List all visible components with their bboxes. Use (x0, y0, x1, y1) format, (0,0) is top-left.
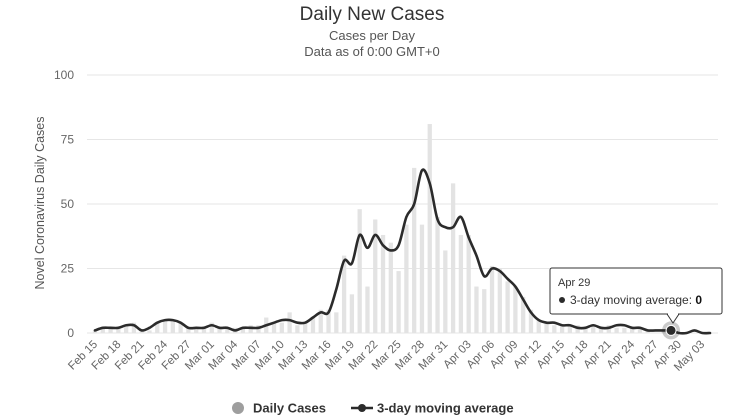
tooltip-box (549, 267, 723, 315)
bar-apr-16[interactable] (567, 325, 573, 333)
tooltip-pointer (666, 313, 680, 324)
bar-mar-29[interactable] (427, 124, 432, 334)
bar-mar-31[interactable] (443, 250, 448, 333)
tooltip-series-label: 3-day moving average: (570, 293, 695, 307)
bar-apr-13[interactable] (544, 322, 549, 333)
bar-feb-29[interactable] (201, 327, 207, 333)
bar-mar-05[interactable] (240, 327, 246, 333)
y-tick-label-1: 25 (61, 262, 75, 276)
bar-mar-26[interactable] (404, 224, 409, 333)
bar-apr-23[interactable] (622, 327, 627, 333)
bar-mar-13[interactable] (303, 322, 308, 333)
bar-mar-11[interactable] (287, 312, 292, 333)
bar-feb-28[interactable] (194, 327, 199, 333)
bar-mar-17[interactable] (334, 312, 339, 333)
bar-apr-03[interactable] (466, 234, 471, 333)
bar-mar-09[interactable] (271, 322, 277, 333)
bar-feb-22[interactable] (147, 330, 152, 333)
bar-feb-26[interactable] (178, 322, 183, 333)
bar-apr-09[interactable] (513, 286, 518, 333)
bar-mar-14[interactable] (310, 317, 316, 333)
bar-apr-07[interactable] (497, 268, 502, 334)
chart-title: Daily New Cases (300, 4, 445, 25)
bar-mar-01[interactable] (209, 322, 214, 333)
bar-mar-23[interactable] (380, 234, 386, 333)
bar-apr-05[interactable] (482, 289, 487, 333)
bar-apr-20[interactable] (598, 327, 604, 333)
y-axis-ticks: 0 25 50 75 100 (54, 68, 74, 340)
bar-mar-12[interactable] (295, 325, 300, 333)
bar-apr-11[interactable] (528, 309, 534, 333)
bar-mar-30[interactable] (435, 216, 440, 333)
bar-apr-19[interactable] (591, 325, 596, 333)
bar-mar-24[interactable] (388, 242, 393, 333)
bar-mar-25[interactable] (396, 271, 401, 333)
bar-apr-12[interactable] (536, 320, 541, 333)
bar-mar-19[interactable] (349, 294, 355, 333)
bar-apr-15[interactable] (559, 325, 565, 333)
bar-mar-15[interactable] (318, 309, 323, 333)
bar-mar-28[interactable] (419, 224, 425, 333)
y-axis-title: Novel Coronavirus Daily Cases (33, 117, 47, 290)
legend-moving-average-label[interactable]: 3-day moving average (377, 401, 514, 416)
bar-mar-22[interactable] (373, 219, 378, 333)
bar-mar-02[interactable] (217, 327, 222, 333)
y-tick-label-3: 75 (61, 133, 75, 147)
bar-apr-08[interactable] (505, 281, 510, 333)
legend-daily-cases-label[interactable]: Daily Cases (253, 401, 326, 416)
hover-point-marker[interactable] (665, 324, 677, 336)
moving-average-line[interactable] (93, 168, 712, 335)
bar-apr-22[interactable] (614, 327, 619, 333)
legend-daily-cases-icon[interactable] (232, 402, 244, 414)
bar-feb-27[interactable] (186, 327, 191, 333)
bar-apr-02[interactable] (458, 234, 464, 333)
chart-subtitle-line-1: Cases per Day (329, 28, 415, 43)
bar-apr-18[interactable] (583, 327, 588, 333)
bar-mar-20[interactable] (357, 209, 362, 333)
bar-apr-01[interactable] (450, 183, 456, 333)
bar-feb-17[interactable] (108, 327, 113, 333)
y-tick-label-4: 100 (54, 68, 74, 82)
legend-moving-average-marker-icon[interactable] (358, 404, 366, 412)
bar-mar-27[interactable] (412, 167, 417, 333)
bar-mar-16[interactable] (326, 309, 331, 333)
legend: Daily Cases 3-day moving average (232, 401, 514, 416)
tooltip-text: 3-day moving average: 0 (570, 293, 702, 307)
bar-apr-24[interactable] (630, 327, 635, 333)
bar-mar-03[interactable] (225, 327, 230, 333)
bar-mar-10[interactable] (279, 322, 284, 333)
bar-feb-18[interactable] (116, 327, 121, 333)
y-tick-label-0: 0 (67, 326, 74, 340)
bar-feb-20[interactable] (131, 322, 137, 333)
bar-feb-16[interactable] (100, 327, 105, 333)
tooltip: Apr 29 3-day moving average: 0 (549, 267, 723, 324)
bar-feb-19[interactable] (123, 325, 129, 333)
moving-average-layer (93, 168, 712, 340)
tooltip-value: 0 (695, 293, 702, 307)
bar-apr-25[interactable] (637, 327, 643, 333)
bar-mar-18[interactable] (341, 255, 347, 333)
tooltip-series-dot-icon (559, 297, 565, 303)
bar-apr-14[interactable] (552, 325, 557, 333)
bar-apr-10[interactable] (521, 296, 526, 333)
chart-subtitle-line-2: Data as of 0:00 GMT+0 (304, 44, 439, 59)
bar-apr-04[interactable] (474, 286, 479, 333)
tooltip-date: Apr 29 (558, 277, 590, 289)
y-tick-label-2: 50 (61, 197, 75, 211)
bar-feb-24[interactable] (162, 320, 168, 333)
bar-feb-23[interactable] (155, 322, 160, 333)
bar-mar-21[interactable] (365, 286, 370, 333)
bar-feb-25[interactable] (170, 320, 175, 333)
bar-apr-06[interactable] (489, 265, 495, 333)
